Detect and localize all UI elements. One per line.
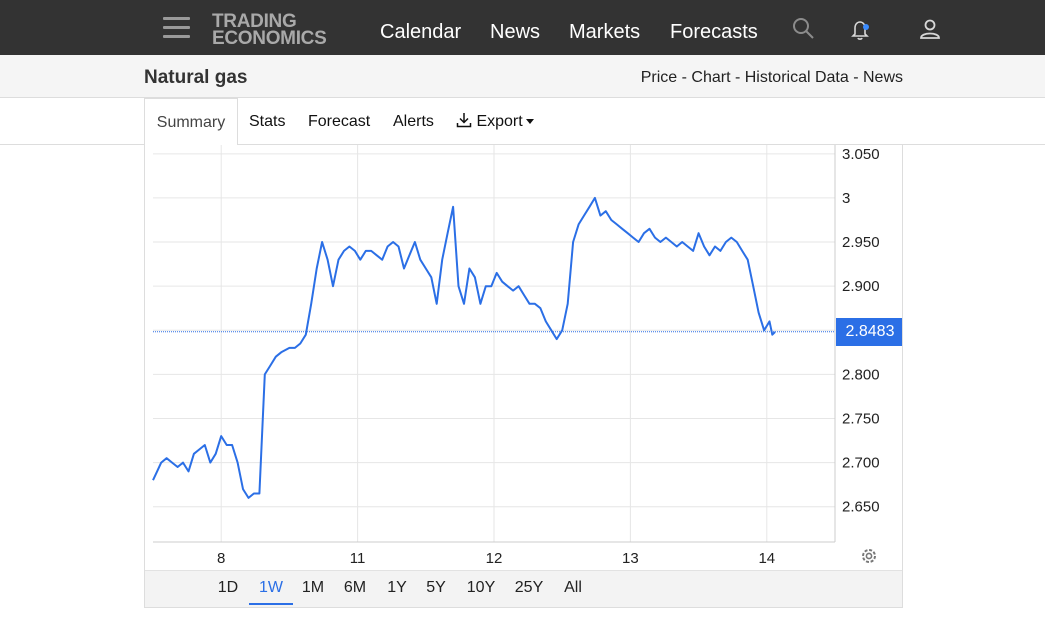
tab-stats[interactable]: Stats [249, 113, 286, 130]
y-tick-label: 2.900 [842, 278, 880, 295]
x-tick-label: 12 [486, 550, 503, 567]
range-10y-button[interactable]: 10Y [466, 579, 496, 596]
range-1w-button[interactable]: 1W [249, 579, 293, 605]
range-1m-button[interactable]: 1M [301, 579, 325, 596]
y-tick-label: 2.650 [842, 499, 880, 516]
range-selector: 1D 1W 1M 6M 1Y 5Y 10Y 25Y All [145, 570, 902, 607]
y-tick-label: 2.700 [842, 455, 880, 472]
menu-icon[interactable] [163, 17, 190, 39]
x-tick-label: 14 [758, 550, 775, 567]
nav-markets-link[interactable]: Markets [569, 21, 641, 43]
gear-icon[interactable] [859, 546, 879, 566]
download-icon [456, 113, 472, 128]
x-tick-label: 11 [350, 550, 366, 567]
x-tick-label: 8 [217, 550, 225, 567]
range-1d-button[interactable]: 1D [217, 579, 239, 596]
chart-panel: 2.6502.7002.7502.8002.8502.9002.95033.05… [144, 145, 903, 608]
nav-calendar-link[interactable]: Calendar [380, 21, 462, 43]
y-tick-label: 3 [842, 190, 850, 207]
page-title: Natural gas [144, 67, 248, 88]
notification-dot [863, 24, 869, 30]
range-1y-button[interactable]: 1Y [387, 579, 407, 596]
tab-alerts[interactable]: Alerts [393, 113, 434, 130]
logo[interactable]: TRADING ECONOMICS [212, 11, 327, 49]
search-icon[interactable] [792, 17, 816, 41]
range-6m-button[interactable]: 6M [343, 579, 367, 596]
tab-summary[interactable]: Summary [144, 98, 238, 146]
last-price-badge: 2.8483 [836, 317, 902, 346]
top-navbar: TRADING ECONOMICS Calendar News Markets … [0, 0, 1045, 55]
y-tick-label: 2.950 [842, 234, 880, 251]
range-25y-button[interactable]: 25Y [514, 579, 544, 596]
export-dropdown[interactable]: Export [456, 98, 534, 145]
y-tick-label: 2.800 [842, 366, 880, 383]
header-links[interactable]: Price - Chart - Historical Data - News [640, 69, 903, 86]
chevron-down-icon [525, 119, 534, 125]
tab-bar: Summary Stats Forecast Alerts Export [0, 98, 1045, 146]
series-line [152, 196, 776, 499]
range-all-button[interactable]: All [564, 579, 582, 596]
bell-icon[interactable] [849, 17, 873, 41]
logo-line-2: ECONOMICS [212, 28, 327, 49]
y-tick-label: 2.750 [842, 410, 880, 427]
logo-line-1: TRADING [212, 11, 297, 32]
export-label: Export [476, 113, 523, 130]
tab-forecast[interactable]: Forecast [308, 113, 371, 130]
nav-news-link[interactable]: News [490, 21, 541, 43]
title-bar: Natural gas Price - Chart - Historical D… [0, 55, 1045, 98]
nav-forecasts-link[interactable]: Forecasts [670, 21, 758, 43]
y-tick-label: 3.050 [842, 146, 880, 163]
range-5y-button[interactable]: 5Y [426, 579, 446, 596]
x-tick-label: 13 [622, 550, 639, 567]
user-icon[interactable] [918, 17, 942, 41]
price-chart[interactable]: 2.6502.7002.7502.8002.8502.9002.95033.05… [145, 145, 903, 570]
